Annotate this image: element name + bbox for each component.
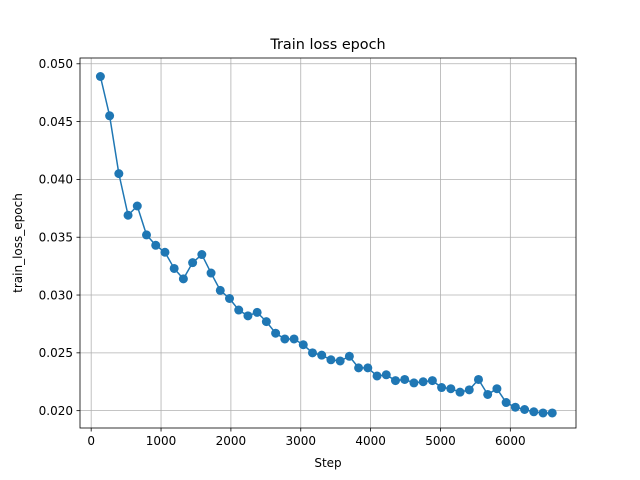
data-point [464, 385, 474, 395]
data-point [372, 371, 382, 381]
y-tick-label: 0.030 [39, 288, 73, 302]
y-tick-label: 0.035 [39, 231, 73, 245]
data-point [501, 398, 511, 408]
data-point [215, 285, 225, 295]
x-tick-label: 5000 [425, 434, 456, 448]
data-point [197, 250, 207, 260]
x-tick-label: 3000 [285, 434, 316, 448]
data-point [538, 408, 548, 418]
data-point [520, 405, 530, 414]
data-point [409, 378, 419, 388]
y-tick-label: 0.040 [39, 173, 73, 187]
data-point [261, 317, 271, 327]
data-point [363, 363, 373, 373]
x-tick-label: 4000 [355, 434, 386, 448]
x-tick-label: 0 [87, 434, 95, 448]
data-point [326, 355, 336, 365]
y-tick-label: 0.020 [39, 404, 73, 418]
data-point [151, 240, 161, 250]
data-point [317, 350, 327, 360]
data-point [225, 294, 234, 303]
data-point [178, 274, 188, 284]
y-tick-label: 0.045 [39, 115, 73, 129]
data-point [400, 374, 410, 384]
plot-area [80, 58, 576, 428]
data-point [547, 408, 557, 418]
data-point [252, 307, 262, 317]
x-axis-label: Step [314, 456, 341, 470]
x-tick-label: 1000 [146, 434, 177, 448]
series-layer [95, 72, 557, 418]
data-point [105, 111, 115, 121]
data-point [188, 258, 198, 268]
data-point [114, 169, 124, 179]
ticks: 0 1000 2000 3000 4000 5000 6000 0.020 0.025 0.030… [39, 57, 526, 448]
data-point [169, 263, 179, 273]
x-tick-label: 2000 [216, 434, 247, 448]
data-point [492, 384, 502, 394]
data-point [483, 389, 493, 399]
y-axis-label: train_loss_epoch [11, 193, 25, 293]
data-point [160, 247, 170, 257]
y-tick-label: 0.025 [39, 346, 73, 360]
data-point [243, 311, 253, 321]
data-point [298, 340, 308, 350]
data-point [234, 305, 244, 315]
data-point [206, 268, 216, 278]
plot-frame [79, 57, 577, 429]
data-point [142, 230, 152, 240]
data-point [132, 201, 142, 211]
data-point [510, 402, 520, 412]
data-point [529, 407, 539, 417]
y-tick-label: 0.050 [39, 57, 73, 71]
data-point [437, 383, 447, 393]
data-point [390, 376, 400, 386]
data-point [335, 356, 345, 366]
data-point [381, 370, 391, 380]
data-point [354, 363, 364, 373]
data-point [271, 328, 281, 338]
chart-title: Train loss epoch [269, 37, 385, 53]
data-point [95, 72, 105, 81]
x-tick-label: 6000 [495, 434, 526, 448]
data-point [418, 377, 428, 387]
data-point [307, 348, 317, 358]
data-point [446, 384, 456, 394]
data-point [473, 374, 483, 384]
data-point [289, 334, 299, 344]
data-point [344, 351, 354, 361]
grid [80, 58, 576, 428]
data-point [455, 387, 465, 397]
data-point [123, 210, 133, 220]
data-point [280, 334, 290, 344]
data-point [427, 376, 437, 386]
